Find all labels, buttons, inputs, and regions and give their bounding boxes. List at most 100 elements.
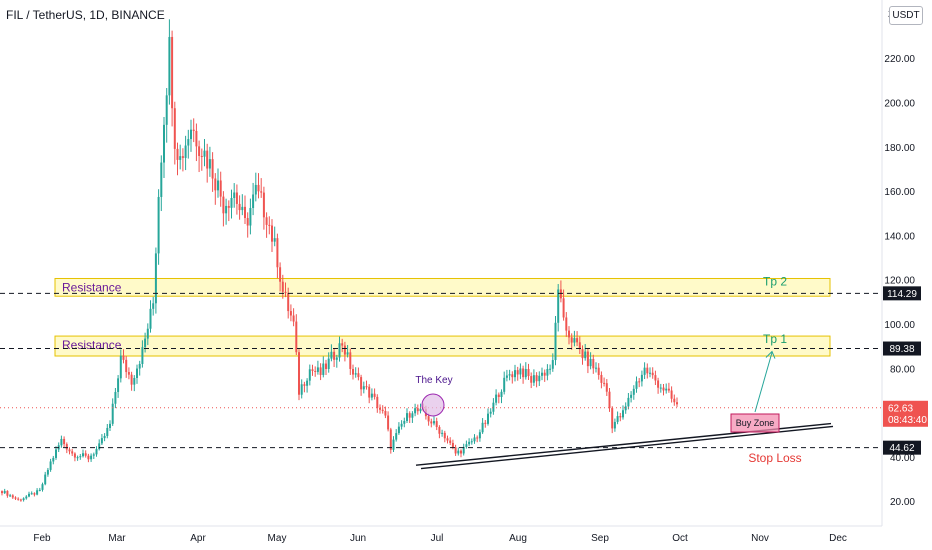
candle-body [330, 351, 333, 359]
candle-body [519, 368, 522, 375]
candle-body [125, 359, 128, 373]
candle-body [362, 386, 365, 390]
candle-body [543, 372, 546, 376]
candle-body [395, 433, 398, 440]
candle-body [379, 407, 381, 410]
candle-body [381, 409, 384, 411]
x-tick-label: Aug [509, 533, 527, 544]
level-tag-bg [883, 440, 921, 455]
candle-body [565, 317, 568, 331]
candle-body [438, 427, 441, 434]
candle-body [44, 474, 47, 485]
candle-body [511, 374, 514, 378]
candle-body [349, 352, 352, 369]
candle-body [613, 421, 616, 429]
x-tick-label: May [268, 533, 287, 544]
x-tick-label: Dec [829, 533, 847, 544]
candle-body [657, 380, 660, 388]
candle-body [481, 422, 484, 433]
candle-body [136, 368, 138, 378]
candle-body [28, 493, 30, 497]
candle-body [638, 381, 641, 383]
candle-body [333, 351, 336, 360]
candle-body [551, 360, 554, 369]
candle-body [581, 349, 584, 359]
candle-body [141, 347, 144, 364]
candle-body [465, 444, 468, 447]
candle-body [662, 387, 665, 391]
candle-body [557, 289, 560, 323]
candle-body [516, 370, 519, 375]
candle-body [460, 450, 462, 454]
candle-body [441, 432, 444, 434]
candle-body [176, 148, 179, 160]
candle-body [651, 372, 654, 376]
candle-body [181, 156, 184, 158]
candle-body [130, 374, 133, 385]
candle-body [549, 368, 552, 370]
x-tick-label: Oct [672, 533, 688, 544]
candle-body [190, 129, 192, 140]
candle-body [627, 397, 630, 407]
candle-body [354, 373, 357, 375]
y-tick-label: 100.00 [884, 320, 915, 331]
current-price-text: 62.63 [888, 403, 913, 414]
candle-body [632, 388, 635, 395]
candle-body [538, 375, 541, 382]
candle-body [478, 432, 481, 439]
candle-body [532, 375, 535, 383]
candle-body [592, 358, 595, 369]
candle-body [435, 421, 438, 428]
candle-body [98, 443, 101, 450]
candle-body [554, 322, 557, 361]
candle-body [584, 351, 587, 359]
candle-body [322, 363, 325, 375]
candle-body [273, 238, 276, 242]
candle-body [268, 224, 271, 226]
y-tick-label: 20.00 [890, 497, 915, 508]
candle-body [589, 358, 592, 367]
candle-body [292, 315, 295, 322]
candle-body [252, 194, 255, 208]
candle-body [325, 363, 327, 369]
candle-body [262, 192, 265, 218]
candle-body [119, 355, 122, 379]
buy-zone-label: Buy Zone [736, 418, 775, 428]
candle-body [271, 225, 273, 242]
candle-body [454, 447, 457, 454]
candle-body [249, 207, 252, 226]
candle-body [22, 498, 25, 501]
candle-body [41, 484, 44, 490]
x-tick-label: Jun [350, 533, 366, 544]
candle-body [87, 455, 90, 460]
candle-body [578, 342, 581, 350]
candle-body [408, 413, 411, 418]
candle-body [6, 490, 9, 496]
candle-body [19, 499, 22, 501]
currency-button[interactable]: USDT [889, 6, 923, 25]
candle-body [306, 380, 309, 386]
candle-body [246, 218, 249, 226]
resistance-zone [54, 335, 831, 357]
candle-body [281, 281, 284, 292]
resistance-label: Resistance [62, 280, 122, 294]
candle-body [65, 444, 68, 450]
candle-body [503, 377, 506, 392]
x-tick-label: Feb [33, 533, 51, 544]
price-axis[interactable]: 20.0040.0060.0080.00100.00120.00140.0016… [881, 0, 928, 526]
time-axis[interactable]: Feb Mar Apr May Jun Jul Aug Sep Oct Nov Dec [0, 525, 882, 544]
candle-body [338, 343, 341, 358]
zones-layer: Resistance Tp 2 Resistance Tp 1 [54, 274, 831, 357]
candle-body [90, 455, 93, 460]
x-tick-label: Mar [108, 533, 126, 544]
x-tick-label: Sep [591, 533, 609, 544]
candle-body [597, 367, 600, 375]
x-tick-label: Jul [431, 533, 444, 544]
candle-body [659, 387, 662, 389]
candle-body [343, 345, 346, 355]
candle-body [149, 308, 152, 329]
candle-body [397, 426, 400, 434]
candle-body [171, 36, 174, 109]
candle-body [451, 442, 454, 448]
